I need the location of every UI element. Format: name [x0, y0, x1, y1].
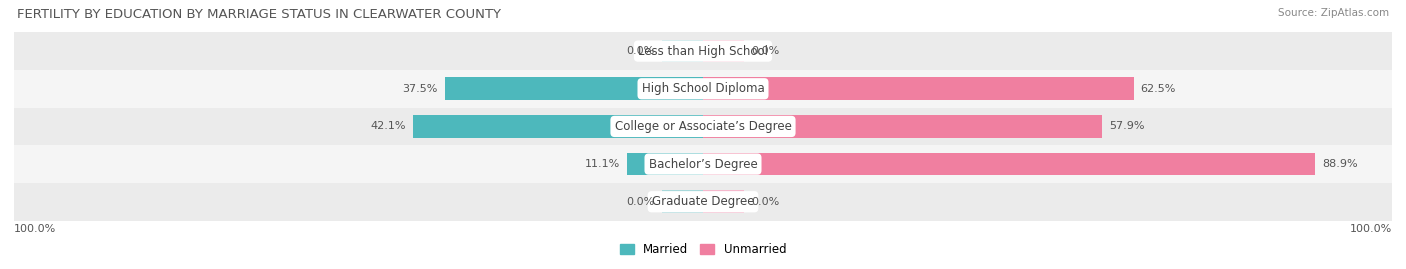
Text: Less than High School: Less than High School [638, 45, 768, 58]
Text: FERTILITY BY EDUCATION BY MARRIAGE STATUS IN CLEARWATER COUNTY: FERTILITY BY EDUCATION BY MARRIAGE STATU… [17, 8, 501, 21]
Text: Bachelor’s Degree: Bachelor’s Degree [648, 158, 758, 171]
Text: Source: ZipAtlas.com: Source: ZipAtlas.com [1278, 8, 1389, 18]
Legend: Married, Unmarried: Married, Unmarried [620, 243, 786, 256]
Bar [444, 77, 703, 100]
Bar [703, 77, 1133, 100]
Bar [703, 153, 1316, 175]
Bar [703, 115, 1102, 138]
Text: 0.0%: 0.0% [751, 197, 779, 207]
Bar [627, 153, 703, 175]
Bar [14, 145, 1392, 183]
Text: 88.9%: 88.9% [1323, 159, 1358, 169]
Text: 0.0%: 0.0% [627, 197, 655, 207]
Bar [703, 190, 744, 213]
Bar [14, 108, 1392, 145]
Text: 62.5%: 62.5% [1140, 84, 1175, 94]
Text: Graduate Degree: Graduate Degree [652, 195, 754, 208]
Text: High School Diploma: High School Diploma [641, 82, 765, 95]
Text: 100.0%: 100.0% [14, 224, 56, 233]
Bar [703, 40, 744, 62]
Bar [14, 32, 1392, 70]
Bar [14, 70, 1392, 108]
Text: 37.5%: 37.5% [402, 84, 437, 94]
Text: 0.0%: 0.0% [751, 46, 779, 56]
Bar [662, 190, 703, 213]
Text: 100.0%: 100.0% [1350, 224, 1392, 233]
Text: College or Associate’s Degree: College or Associate’s Degree [614, 120, 792, 133]
Text: 57.9%: 57.9% [1109, 121, 1144, 132]
Bar [662, 40, 703, 62]
Bar [14, 183, 1392, 221]
Bar [413, 115, 703, 138]
Text: 42.1%: 42.1% [371, 121, 406, 132]
Text: 11.1%: 11.1% [585, 159, 620, 169]
Text: 0.0%: 0.0% [627, 46, 655, 56]
